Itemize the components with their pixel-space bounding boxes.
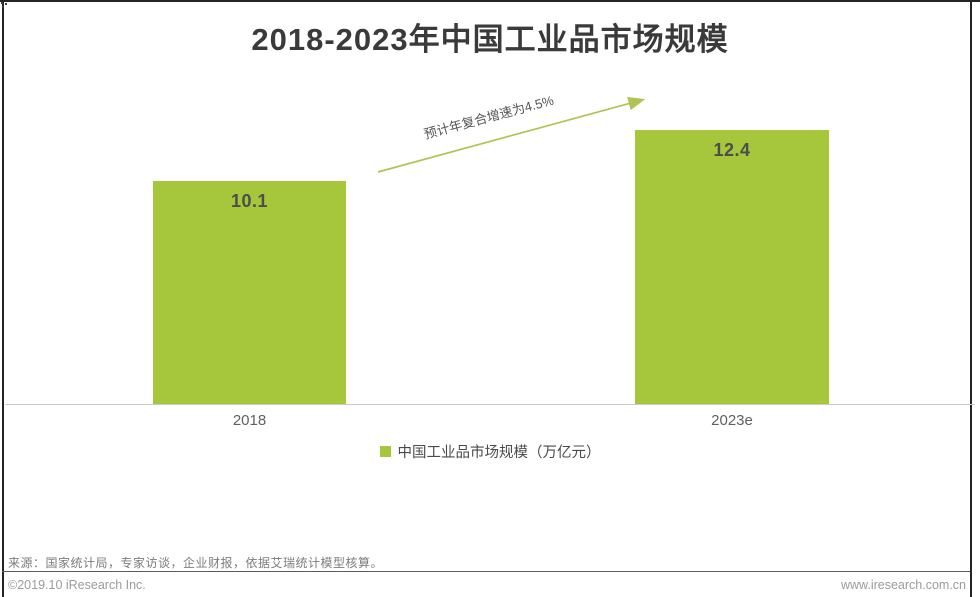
frame-border-right (970, 0, 972, 597)
source-note: 来源：国家统计局，专家访谈，企业财报，依据艾瑞统计模型核算。 (8, 556, 384, 570)
legend-swatch (379, 446, 391, 457)
page-title: 2018-2023年中国工业品市场规模 (251, 22, 729, 57)
legend-label: 中国工业品市场规模（万亿元） (397, 445, 601, 461)
footer-divider (2, 571, 970, 572)
bar-2018: 10.1 (153, 181, 346, 404)
x-axis-label-2023e: 2023e (711, 412, 753, 429)
frame-border-left (2, 0, 4, 597)
website-text: www.iresearch.com.cn (840, 578, 966, 592)
corner-artifact-mark (0, 1, 9, 10)
frame-border-top (0, 0, 980, 2)
bar-2023e-value-label: 12.4 (713, 140, 751, 160)
growth-arrow-icon (377, 97, 646, 173)
legend: 中国工业品市场规模（万亿元） (0, 441, 980, 462)
x-axis-line (5, 404, 975, 405)
copyright-text: ©2019.10 iResearch Inc. (8, 578, 146, 592)
bar-2023e: 12.4 (635, 130, 829, 404)
x-axis-label-2018: 2018 (232, 412, 267, 429)
bar-2018-value-label: 10.1 (230, 191, 269, 211)
